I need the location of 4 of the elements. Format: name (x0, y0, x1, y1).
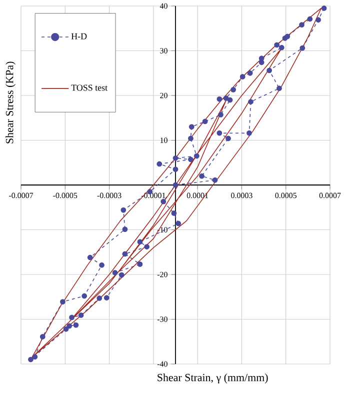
y-axis-title: Shear Stress (KPa) (6, 62, 16, 144)
x-axis-title: Shear Strain, γ (mm/mm) (158, 374, 268, 384)
legend-label: TOSS test (71, 84, 108, 91)
legend-label: H-D (71, 33, 87, 40)
